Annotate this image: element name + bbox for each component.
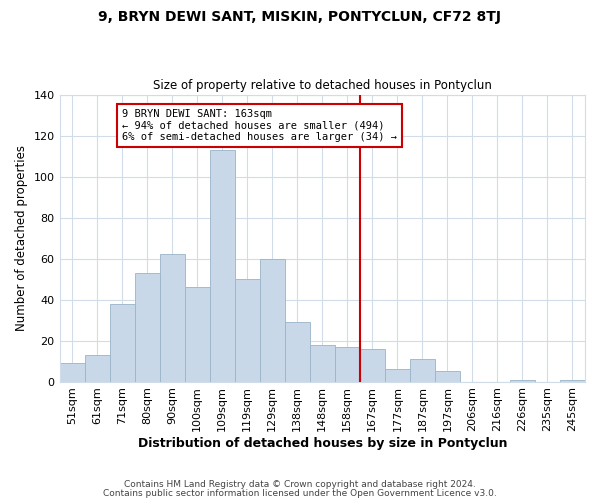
Bar [560,380,585,382]
Bar [410,359,435,382]
Bar [310,344,335,382]
Bar [160,254,185,382]
Text: 9 BRYN DEWI SANT: 163sqm
← 94% of detached houses are smaller (494)
6% of semi-d: 9 BRYN DEWI SANT: 163sqm ← 94% of detach… [122,109,397,142]
Title: Size of property relative to detached houses in Pontyclun: Size of property relative to detached ho… [153,79,492,92]
Bar [59,363,85,382]
Bar [260,258,285,382]
X-axis label: Distribution of detached houses by size in Pontyclun: Distribution of detached houses by size … [137,437,507,450]
Bar [435,372,460,382]
Y-axis label: Number of detached properties: Number of detached properties [15,145,28,331]
Bar [134,273,160,382]
Bar [385,370,410,382]
Bar [209,150,235,382]
Text: Contains public sector information licensed under the Open Government Licence v3: Contains public sector information licen… [103,488,497,498]
Bar [235,279,260,382]
Text: 9, BRYN DEWI SANT, MISKIN, PONTYCLUN, CF72 8TJ: 9, BRYN DEWI SANT, MISKIN, PONTYCLUN, CF… [98,10,502,24]
Bar [360,349,385,382]
Text: Contains HM Land Registry data © Crown copyright and database right 2024.: Contains HM Land Registry data © Crown c… [124,480,476,489]
Bar [335,346,360,382]
Bar [85,355,110,382]
Bar [285,322,310,382]
Bar [510,380,535,382]
Bar [110,304,134,382]
Bar [185,288,209,382]
